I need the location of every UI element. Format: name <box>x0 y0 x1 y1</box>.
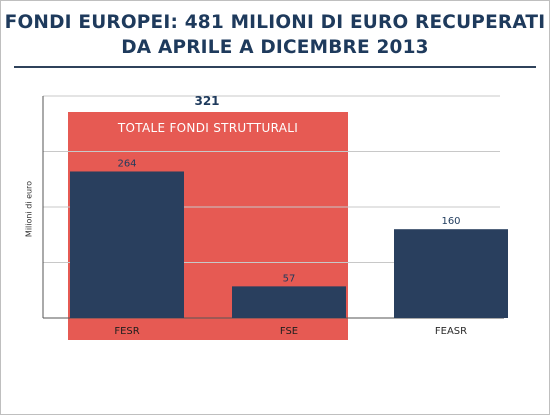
data-label: 160 <box>441 216 460 227</box>
chart-title-line-1: FONDI EUROPEI: 481 MILIONI DI EURO RECUP… <box>4 12 546 33</box>
chart-title-line-2: DA APRILE A DICEMBRE 2013 <box>121 37 429 58</box>
category-label: FEASR <box>435 326 467 337</box>
title-divider <box>14 66 536 68</box>
data-label: 264 <box>117 158 136 169</box>
data-label: 57 <box>283 273 296 284</box>
bar <box>70 171 184 318</box>
bar <box>394 229 508 318</box>
highlight-total-label: 321 <box>194 94 219 108</box>
bar <box>232 286 346 318</box>
category-label: FESR <box>114 326 139 337</box>
category-label: FSE <box>280 326 298 337</box>
highlight-label: TOTALE FONDI STRUTTURALI <box>117 121 298 135</box>
chart-title: FONDI EUROPEI: 481 MILIONI DI EURO RECUP… <box>0 10 550 60</box>
